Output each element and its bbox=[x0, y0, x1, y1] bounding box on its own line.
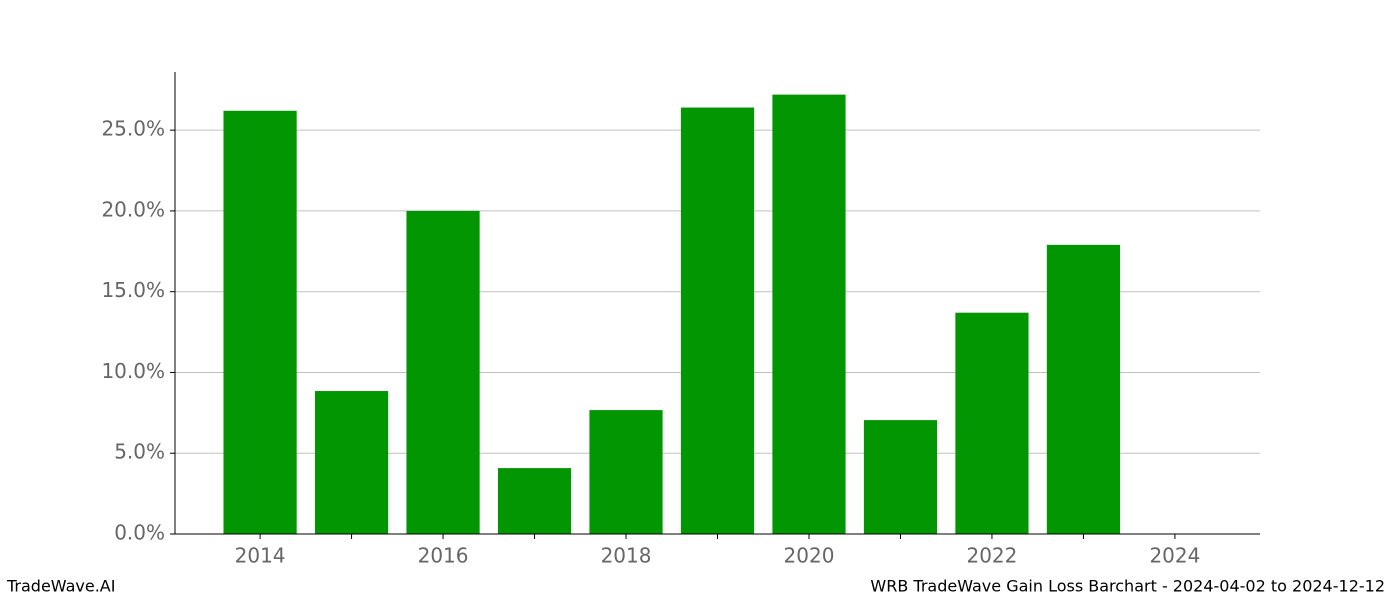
bar bbox=[314, 391, 389, 534]
bar bbox=[863, 420, 938, 534]
x-tick-label: 2020 bbox=[784, 544, 835, 568]
y-tick-label: 0.0% bbox=[114, 521, 165, 545]
y-tick-label: 15.0% bbox=[101, 278, 165, 302]
y-tick-label: 20.0% bbox=[101, 197, 165, 221]
footer-title: WRB TradeWave Gain Loss Barchart - 2024-… bbox=[870, 577, 1385, 596]
bar bbox=[406, 210, 480, 534]
bar bbox=[955, 312, 1029, 534]
bar bbox=[589, 410, 663, 534]
bar bbox=[1046, 244, 1121, 534]
watermark: TradeWave.AI bbox=[6, 577, 115, 596]
x-tick-label: 2016 bbox=[418, 544, 469, 568]
x-tick-label: 2022 bbox=[966, 544, 1017, 568]
bar bbox=[772, 94, 846, 534]
x-tick-label: 2014 bbox=[235, 544, 286, 568]
y-tick-label: 25.0% bbox=[101, 117, 165, 141]
y-tick-label: 5.0% bbox=[114, 440, 165, 464]
bar bbox=[497, 468, 572, 534]
x-tick-label: 2024 bbox=[1149, 544, 1200, 568]
bar bbox=[680, 107, 755, 535]
x-tick-label: 2018 bbox=[601, 544, 652, 568]
y-tick-label: 10.0% bbox=[101, 359, 165, 383]
bar bbox=[223, 110, 297, 535]
